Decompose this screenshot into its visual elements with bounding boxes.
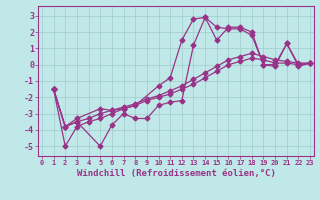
X-axis label: Windchill (Refroidissement éolien,°C): Windchill (Refroidissement éolien,°C) <box>76 169 276 178</box>
